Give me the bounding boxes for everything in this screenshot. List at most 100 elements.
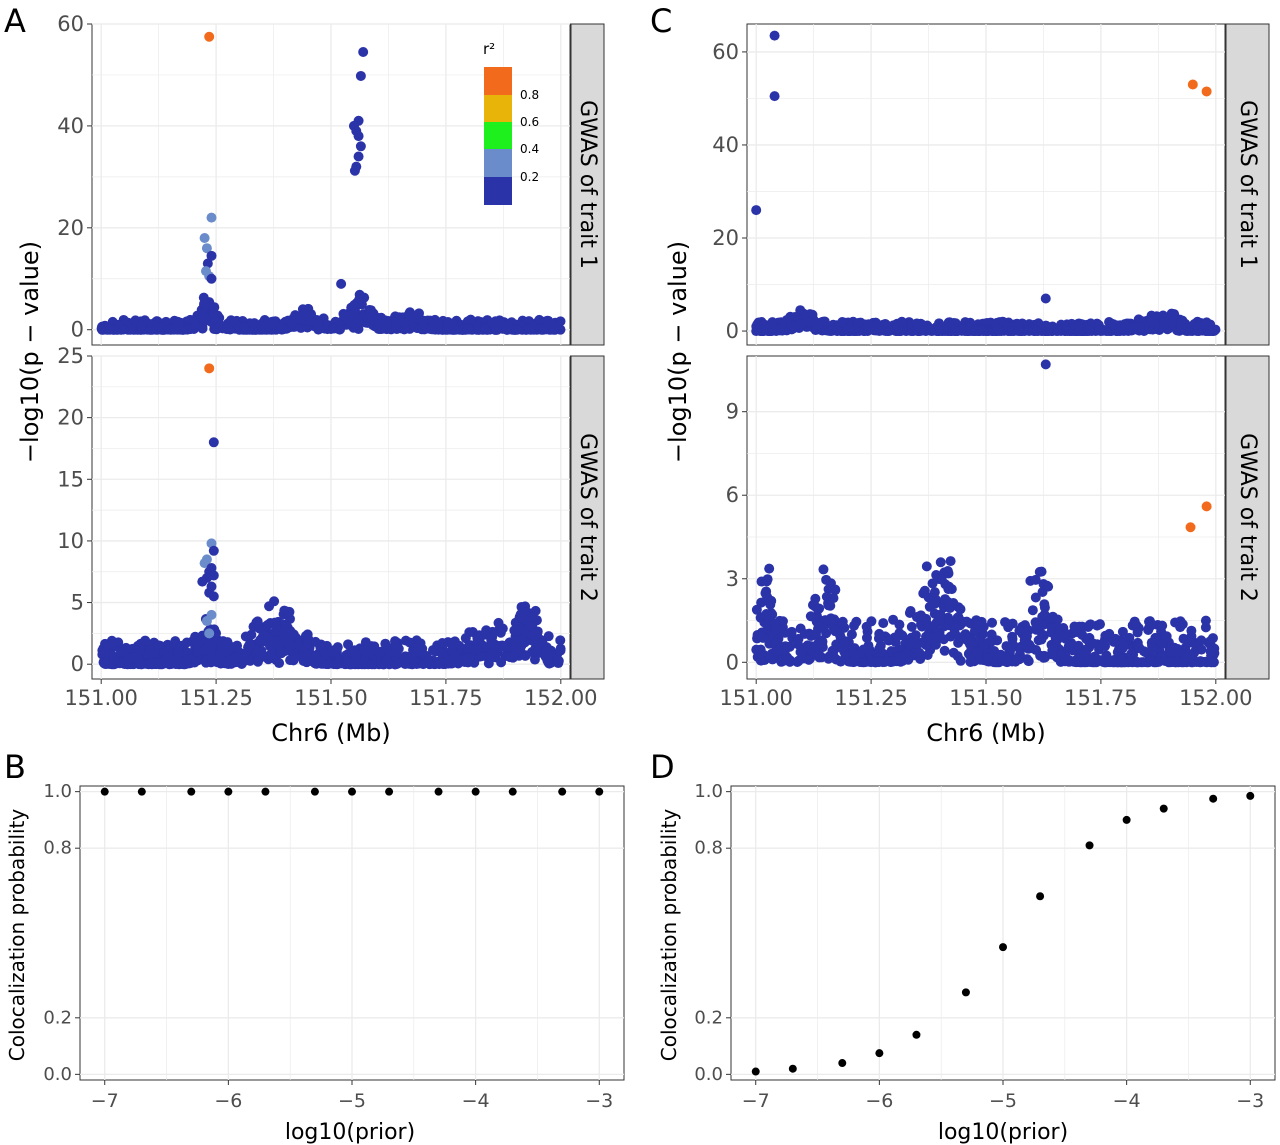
panel-a-bottom-snp-point: [279, 620, 290, 631]
panel-a-top-snp-point: [525, 324, 536, 335]
panel-c-bottom-snp-point: [1073, 640, 1084, 651]
panel-c-bottom-snp-point: [944, 602, 955, 613]
panel-c-bottom-snp-point: [1157, 620, 1168, 631]
panel-c-bottom-snp-point: [835, 656, 846, 667]
panel-c-xtick-label: 151.00: [719, 686, 792, 710]
legend-bar-04: [484, 122, 512, 149]
panel-a-top-snp-point: [116, 324, 127, 335]
panel-c-bottom-snp-point: [1132, 627, 1143, 638]
panel-c-bottom-snp-point: [799, 628, 810, 639]
panel-c-bottom-snp-point: [1047, 611, 1058, 622]
panel-c-top-snp-point: [843, 323, 854, 334]
panel-a-bottom-ytick-label: 10: [57, 529, 84, 553]
panel-a-top-snp-point: [417, 323, 428, 334]
panel-a-top-snp-point: [209, 313, 220, 324]
panel-a-top-ytick-label: 40: [57, 114, 84, 138]
panel-c-bottom-snp-point: [873, 657, 884, 668]
panel-c-bottom-snp-point: [982, 653, 993, 664]
panel-c-xtick-label: 151.75: [1064, 686, 1137, 710]
panel-a-top-strip: [570, 23, 605, 346]
panel-a-bottom-snp-point: [541, 648, 552, 659]
panel-c-top-ytick-label: 60: [712, 40, 739, 64]
legend-bar-02: [484, 149, 512, 177]
panel-a-bottom-snp-point: [380, 638, 391, 649]
panel-a-xtick-label: 152.00: [524, 686, 597, 710]
panel-c-bottom-snp-point: [839, 622, 850, 633]
panel-d-xtick-label: −6: [865, 1090, 893, 1112]
panel-d-xtick-label: −3: [1236, 1090, 1264, 1112]
panel-a-bottom-ytick-label: 0: [71, 652, 84, 676]
panel-a-bottom-snp-point: [283, 634, 294, 645]
panel-c-top-snp-point: [965, 317, 976, 328]
panel-c-bottom-snp-point: [1073, 656, 1084, 667]
panel-c-bottom-snp-point: [834, 629, 845, 640]
legend-bar-08: [484, 67, 512, 95]
panel-a-bottom-lead-point: [208, 545, 219, 556]
panel-c-top-snp-point: [1101, 326, 1112, 337]
legend-break-04: 0.4: [520, 142, 539, 156]
panel-c-bottom-snp-point: [1039, 609, 1050, 620]
panel-a-bottom-snp-point: [109, 654, 120, 665]
panel-c-bottom-snp-point: [1002, 619, 1013, 630]
panel-c-top-snp-point: [1053, 325, 1064, 336]
panel-a-top-snp-point: [274, 323, 285, 334]
panel-c-bottom-snp-point: [1089, 651, 1100, 662]
panel-a-bottom-snp-point: [146, 657, 157, 668]
panel-c-top-snp-point: [883, 325, 894, 336]
panel-a-top-lead-point: [206, 250, 217, 261]
panel-c-bottom-snp-point: [755, 631, 766, 642]
panel-c-bottom-snp-point: [921, 561, 932, 572]
panel-a-bottom-strip: [570, 355, 605, 680]
panel-c-bottom-snp-point: [825, 613, 836, 624]
panel-a-bottom-snp-point: [391, 643, 402, 654]
panel-c-bottom-snp-point: [1047, 643, 1058, 654]
panel-c-bottom-snp-point: [830, 584, 841, 595]
panel-c-bottom-snp-point: [916, 637, 927, 648]
panel-a-bottom-snp-point: [144, 644, 155, 655]
panel-a-bottom-snp-point: [116, 646, 127, 657]
panel-d-data-point: [875, 1049, 884, 1058]
panel-a-top-snp-point: [432, 318, 443, 329]
panel-c-bottom-snp-point: [897, 651, 908, 662]
panel-d-xtick-label: −5: [989, 1090, 1017, 1112]
panel-c-bottom-snp-point: [777, 616, 788, 627]
panel-c-bottom-snp-point: [1206, 656, 1217, 667]
panel-a-bottom-ytick-label: 25: [57, 344, 84, 368]
panel-c-bottom-snp-point: [818, 564, 829, 575]
panel-c-bottom-snp-point: [764, 651, 775, 662]
panel-c-bottom-snp-point: [953, 612, 964, 623]
panel-c-bottom-snp-point: [1071, 624, 1082, 635]
legend-bar-06: [484, 95, 512, 122]
panel-a-top-lead-point: [206, 273, 217, 284]
panel-c-bottom-snp-point: [971, 615, 982, 626]
panel-c-bottom-snp-point: [1005, 643, 1016, 654]
panel-c-top-snp-point: [912, 322, 923, 333]
panel-a-bottom-snp-point: [489, 641, 500, 652]
panel-d-ytick-label: 0.8: [694, 838, 723, 859]
panel-b-data-point: [310, 787, 319, 796]
panel-a-bottom-snp-point: [402, 651, 413, 662]
panel-c-bottom-snp-point: [942, 565, 953, 576]
panel-a-top-snp-point: [418, 315, 429, 326]
panel-c-bottom-snp-point: [969, 626, 980, 637]
panel-a-top-snp-point: [200, 315, 211, 326]
panel-c-bottom-snp-point: [1117, 626, 1128, 637]
panel-a-legend: r² 0.8 0.6 0.4 0.2: [483, 40, 539, 205]
panel-a-top-snp-point: [511, 324, 522, 335]
panel-a-top-snp-point: [352, 298, 363, 309]
panel-c-bottom-snp-point: [846, 629, 857, 640]
panel-c-bottom-snp-point: [805, 611, 816, 622]
panel-a-top-snp-point: [209, 302, 220, 313]
panel-a-bottom-snp-point: [322, 659, 333, 670]
panel-a-top-snp-point: [136, 321, 147, 332]
panel-a-top-strip-label: GWAS of trait 1: [575, 100, 600, 269]
panel-a-bottom-snp-point: [358, 656, 369, 667]
legend-break-02: 0.2: [520, 170, 539, 184]
legend-break-08: 0.8: [520, 88, 539, 102]
panel-a-bottom-snp-point: [496, 657, 507, 668]
panel-c-bottom-snp-point: [1134, 642, 1145, 653]
panel-c-bottom-snp-point: [930, 639, 941, 650]
panel-a-bottom-snp-point: [451, 651, 462, 662]
panel-c-bottom-snp-point: [1046, 621, 1057, 632]
panel-c-top-snp-point: [863, 319, 874, 330]
